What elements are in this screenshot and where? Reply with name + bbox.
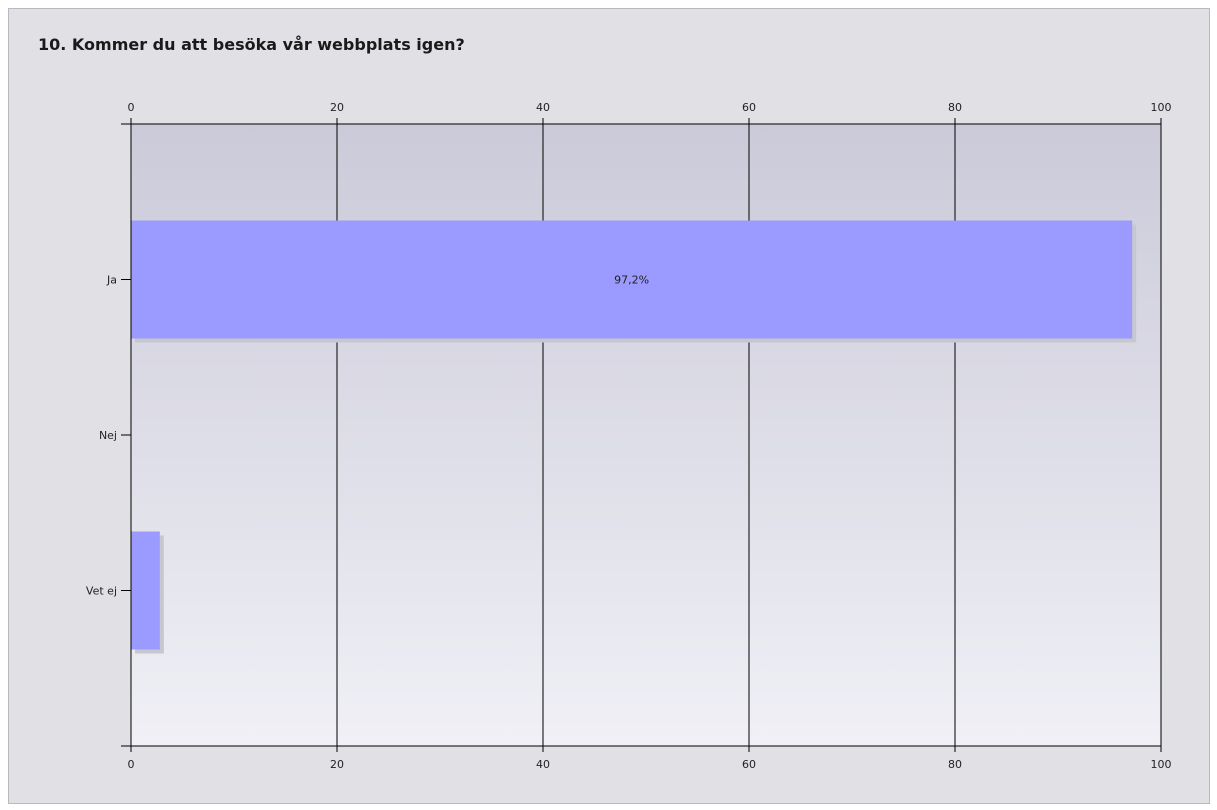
category-label: Nej	[99, 429, 117, 442]
x-tick-label-top: 80	[948, 101, 962, 114]
x-tick-label-top: 60	[742, 101, 756, 114]
x-tick-label-bottom: 60	[742, 758, 756, 771]
x-tick-label-bottom: 40	[536, 758, 550, 771]
bar	[131, 220, 1133, 339]
x-tick-label-top: 0	[128, 101, 135, 114]
x-tick-label-bottom: 20	[330, 758, 344, 771]
data-label: 97,2%	[614, 274, 649, 287]
x-tick-label-top: 40	[536, 101, 550, 114]
x-tick-label-bottom: 80	[948, 758, 962, 771]
category-label: Ja	[106, 274, 117, 287]
x-tick-label-bottom: 100	[1151, 758, 1172, 771]
bar	[131, 531, 160, 650]
x-tick-label-top: 20	[330, 101, 344, 114]
x-tick-label-bottom: 0	[128, 758, 135, 771]
x-tick-label-top: 100	[1151, 101, 1172, 114]
chart-title: 10. Kommer du att besöka vår webbplats i…	[38, 35, 465, 54]
plot-area	[131, 124, 1161, 746]
category-label: Vet ej	[86, 585, 117, 598]
